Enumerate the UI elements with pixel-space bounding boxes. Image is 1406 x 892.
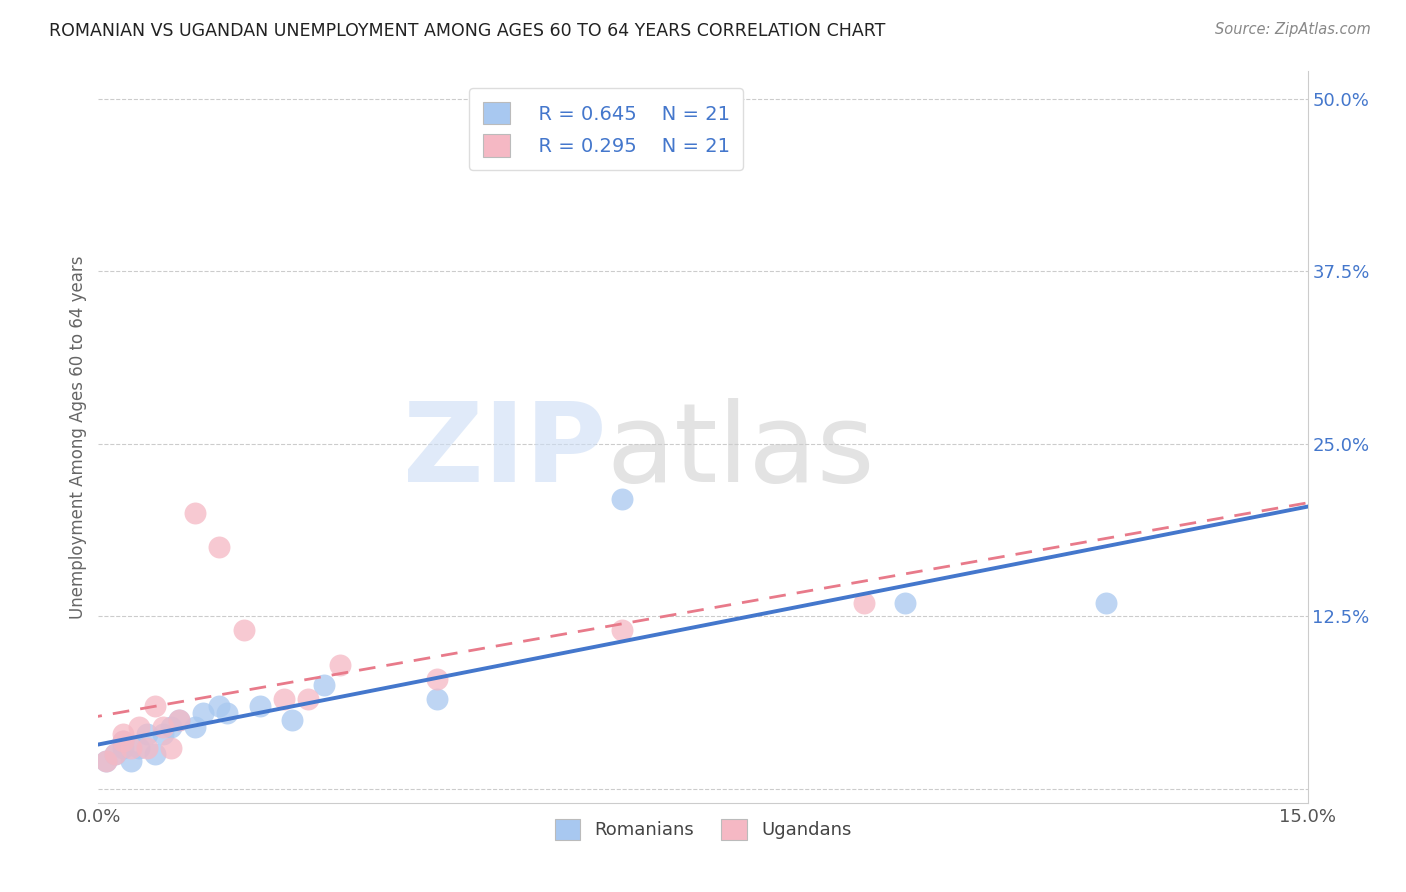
Point xyxy=(612,492,634,507)
Point xyxy=(208,699,231,714)
Point xyxy=(111,733,134,747)
Point xyxy=(111,740,134,755)
Text: atlas: atlas xyxy=(606,398,875,505)
Y-axis label: Unemployment Among Ages 60 to 64 years: Unemployment Among Ages 60 to 64 years xyxy=(69,255,87,619)
Point xyxy=(208,541,231,555)
Point xyxy=(103,747,125,762)
Point xyxy=(96,755,118,769)
Point xyxy=(426,692,449,706)
Point xyxy=(314,678,336,692)
Point xyxy=(281,713,304,727)
Point xyxy=(249,699,271,714)
Point xyxy=(128,720,150,734)
Point xyxy=(111,733,134,747)
Point xyxy=(120,740,142,755)
Point xyxy=(160,740,183,755)
Point xyxy=(128,740,150,755)
Point xyxy=(893,596,915,610)
Point xyxy=(103,747,125,762)
Point xyxy=(160,720,183,734)
Point xyxy=(152,727,174,741)
Point xyxy=(184,506,207,520)
Point xyxy=(297,692,319,706)
Point xyxy=(612,624,634,638)
Text: ROMANIAN VS UGANDAN UNEMPLOYMENT AMONG AGES 60 TO 64 YEARS CORRELATION CHART: ROMANIAN VS UGANDAN UNEMPLOYMENT AMONG A… xyxy=(49,22,886,40)
Point xyxy=(96,755,118,769)
Point xyxy=(111,727,134,741)
Point xyxy=(217,706,239,720)
Point xyxy=(143,699,166,714)
Point xyxy=(193,706,215,720)
Point xyxy=(1095,596,1118,610)
Point xyxy=(135,727,157,741)
Point xyxy=(167,713,190,727)
Point xyxy=(273,692,295,706)
Point xyxy=(232,624,254,638)
Point xyxy=(120,755,142,769)
Text: Source: ZipAtlas.com: Source: ZipAtlas.com xyxy=(1215,22,1371,37)
Point xyxy=(426,672,449,686)
Point xyxy=(329,657,352,672)
Point xyxy=(853,596,876,610)
Point xyxy=(143,747,166,762)
Text: ZIP: ZIP xyxy=(404,398,606,505)
Point xyxy=(152,720,174,734)
Legend: Romanians, Ugandans: Romanians, Ugandans xyxy=(543,806,863,852)
Point xyxy=(184,720,207,734)
Point xyxy=(135,740,157,755)
Point xyxy=(167,713,190,727)
